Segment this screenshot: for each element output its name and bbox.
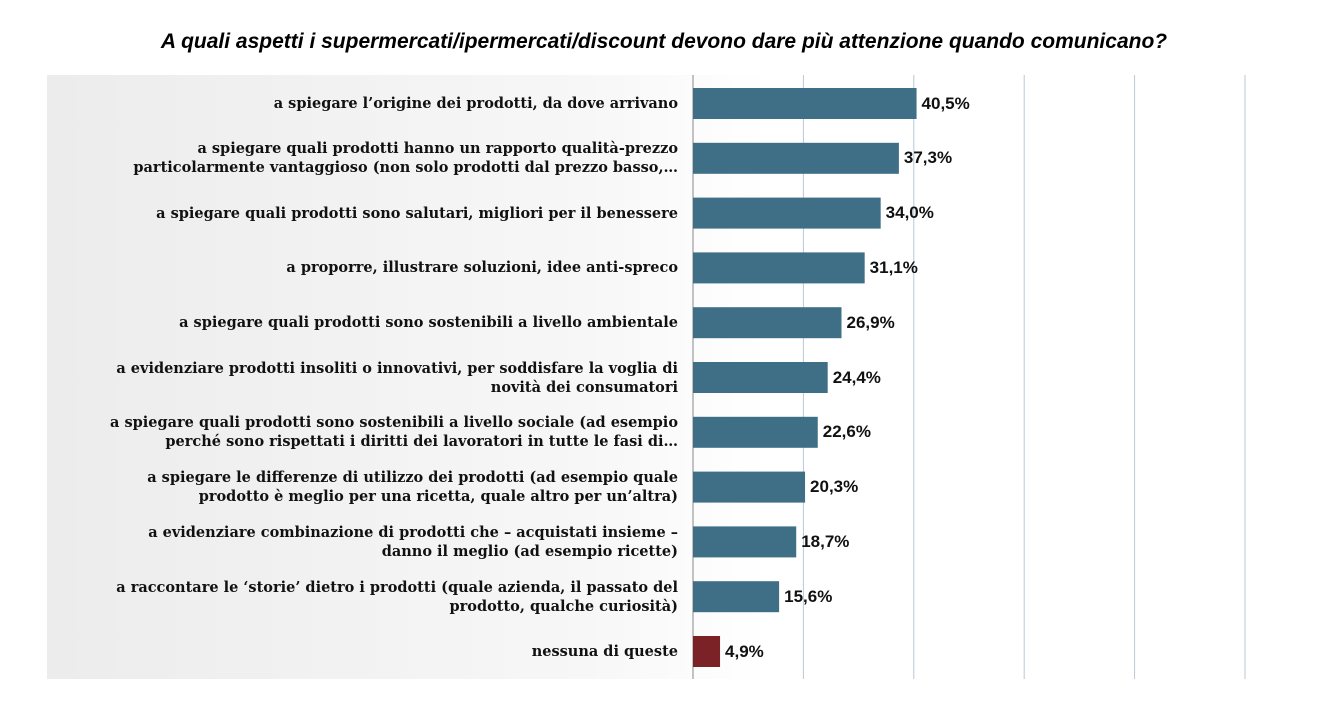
category-label: nessuna di queste bbox=[50, 628, 678, 676]
category-label-line: a raccontare le ‘storie’ dietro i prodot… bbox=[116, 578, 678, 596]
category-label-line: a spiegare quali prodotti sono sostenibi… bbox=[110, 414, 678, 432]
bar bbox=[693, 526, 797, 558]
bar bbox=[693, 471, 806, 503]
bar bbox=[693, 252, 865, 284]
bar bbox=[693, 362, 828, 393]
category-label-line: a spiegare quali prodotti sono salutari,… bbox=[156, 204, 678, 222]
category-label: a spiegare quali prodotti sono sostenibi… bbox=[50, 299, 678, 347]
data-label: 15,6% bbox=[784, 586, 833, 606]
category-label: a spiegare quali prodotti sono sostenibi… bbox=[50, 408, 678, 456]
category-label-line: novità dei consumatori bbox=[490, 378, 678, 396]
bar bbox=[693, 88, 917, 119]
category-label: a raccontare le ‘storie’ dietro i prodot… bbox=[50, 573, 678, 621]
bar bbox=[693, 142, 899, 174]
category-label-line: prodotto è meglio per una ricetta, quale… bbox=[198, 488, 678, 506]
category-label-line: particolarmente vantaggioso (non solo pr… bbox=[133, 159, 678, 177]
category-label: a evidenziare combinazione di prodotti c… bbox=[50, 518, 678, 566]
category-label-line: a spiegare quali prodotti hanno un rappo… bbox=[197, 140, 678, 158]
data-label: 24,4% bbox=[832, 367, 881, 387]
category-label-line: a proporre, illustrare soluzioni, idee a… bbox=[286, 259, 678, 277]
category-label: a spiegare le differenze di utilizzo dei… bbox=[50, 463, 678, 511]
data-label: 4,9% bbox=[725, 641, 764, 661]
data-label: 26,9% bbox=[846, 312, 895, 332]
category-label: a spiegare quali prodotti sono salutari,… bbox=[50, 189, 678, 237]
category-label: a spiegare l’origine dei prodotti, da do… bbox=[50, 80, 678, 128]
plot-background bbox=[47, 75, 1247, 679]
category-label-line: prodotto, qualche curiosità) bbox=[449, 597, 678, 615]
bar bbox=[693, 636, 721, 667]
category-label: a evidenziare prodotti insoliti o innova… bbox=[50, 354, 678, 402]
category-label: a spiegare quali prodotti hanno un rappo… bbox=[50, 134, 678, 182]
category-label: a proporre, illustrare soluzioni, idee a… bbox=[50, 244, 678, 292]
category-label-line: a spiegare le differenze di utilizzo dei… bbox=[147, 469, 678, 487]
category-label-line: danno il meglio (ad esempio ricette) bbox=[381, 542, 678, 560]
bar bbox=[693, 197, 881, 229]
data-label: 18,7% bbox=[801, 531, 850, 551]
bar bbox=[693, 416, 818, 448]
category-label-line: a evidenziare prodotti insoliti o innova… bbox=[116, 359, 678, 377]
category-label-line: a spiegare quali prodotti sono sostenibi… bbox=[179, 314, 678, 332]
data-label: 37,3% bbox=[903, 148, 953, 168]
data-label: 40,5% bbox=[921, 93, 970, 113]
category-label-line: nessuna di queste bbox=[531, 643, 678, 660]
category-label-line: a evidenziare combinazione di prodotti c… bbox=[148, 523, 678, 541]
data-label: 31,1% bbox=[869, 257, 918, 277]
category-label-line: perché sono rispettati i diritti dei lav… bbox=[165, 433, 678, 451]
bar bbox=[693, 581, 780, 613]
bar bbox=[693, 307, 842, 339]
data-label: 22,6% bbox=[822, 422, 871, 442]
data-label: 20,3% bbox=[810, 477, 859, 497]
chart-title: A quali aspetti i supermercati/ipermerca… bbox=[160, 30, 1168, 53]
data-label: 34,0% bbox=[885, 203, 934, 223]
category-label-line: a spiegare l’origine dei prodotti, da do… bbox=[273, 95, 678, 112]
